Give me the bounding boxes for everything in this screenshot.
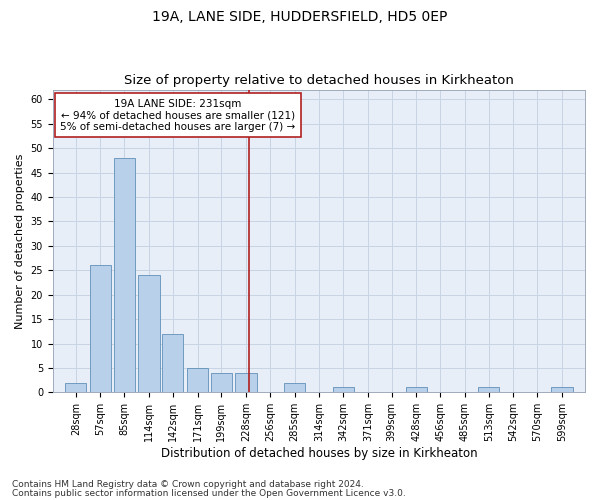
Bar [284,382,305,392]
Bar [65,382,86,392]
Bar [139,275,160,392]
Text: 19A LANE SIDE: 231sqm
← 94% of detached houses are smaller (121)
5% of semi-deta: 19A LANE SIDE: 231sqm ← 94% of detached … [60,98,295,132]
Bar [332,388,354,392]
Bar [211,373,232,392]
Text: Contains public sector information licensed under the Open Government Licence v3: Contains public sector information licen… [12,488,406,498]
X-axis label: Distribution of detached houses by size in Kirkheaton: Distribution of detached houses by size … [161,447,477,460]
Bar [90,266,111,392]
Bar [187,368,208,392]
Bar [551,388,572,392]
Text: Contains HM Land Registry data © Crown copyright and database right 2024.: Contains HM Land Registry data © Crown c… [12,480,364,489]
Bar [235,373,257,392]
Title: Size of property relative to detached houses in Kirkheaton: Size of property relative to detached ho… [124,74,514,87]
Y-axis label: Number of detached properties: Number of detached properties [15,154,25,328]
Bar [478,388,499,392]
Text: 19A, LANE SIDE, HUDDERSFIELD, HD5 0EP: 19A, LANE SIDE, HUDDERSFIELD, HD5 0EP [152,10,448,24]
Bar [406,388,427,392]
Bar [162,334,184,392]
Bar [113,158,135,392]
